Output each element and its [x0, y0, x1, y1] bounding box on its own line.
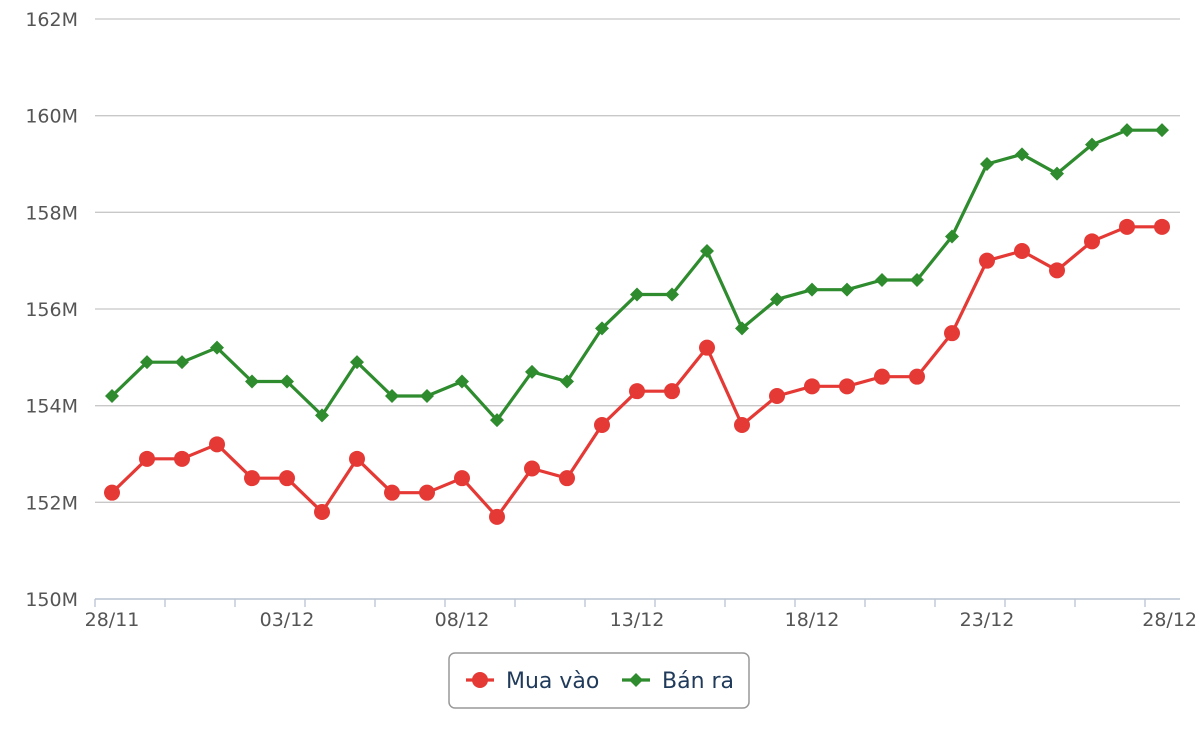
data-point: [839, 378, 855, 395]
data-point: [874, 368, 890, 385]
x-tick-label: 28/12: [1142, 609, 1197, 631]
data-point: [1014, 243, 1030, 259]
legend-label: Mua vào: [506, 669, 599, 694]
data-point: [769, 388, 785, 404]
data-point: [1120, 123, 1134, 138]
y-axis: 150M 152M 154M 156M 158M 160M 162M: [25, 9, 78, 611]
legend-marker: [629, 673, 643, 687]
x-tick-label: 23/12: [960, 609, 1015, 631]
data-point: [1155, 123, 1169, 138]
data-point: [1154, 218, 1170, 235]
y-tick-label: 152M: [25, 492, 78, 514]
series-line: [110, 128, 1162, 422]
data-point: [945, 229, 959, 244]
data-point: [770, 292, 784, 307]
data-point: [175, 355, 189, 370]
x-tick-label: 03/12: [260, 609, 315, 631]
y-tick-label: 150M: [25, 589, 78, 611]
data-point: [944, 325, 960, 342]
data-point: [385, 389, 399, 403]
y-tick-label: 162M: [25, 9, 78, 31]
y-tick-label: 160M: [25, 106, 78, 128]
data-point: [489, 508, 505, 525]
gridlines: [95, 18, 1180, 503]
data-point: [315, 408, 329, 423]
data-point: [104, 484, 120, 501]
series-1: [104, 218, 1170, 525]
data-point: [140, 355, 154, 370]
data-point: [1049, 262, 1065, 279]
data-point: [1015, 147, 1029, 162]
data-point: [734, 417, 750, 433]
data-point: [209, 436, 225, 453]
data-point: [384, 484, 400, 501]
data-point: [699, 339, 715, 356]
legend-box: [448, 652, 750, 709]
data-point: [454, 470, 470, 487]
legend-item: Bán ra: [622, 669, 734, 694]
data-point: [595, 321, 609, 336]
data-point: [490, 413, 504, 428]
data-point: [139, 450, 155, 467]
data-point: [700, 244, 714, 258]
data-point: [629, 383, 645, 400]
y-tick-label: 156M: [25, 299, 78, 321]
x-tick-label: 28/11: [85, 609, 140, 631]
data-point: [664, 383, 680, 400]
data-point: [279, 470, 295, 487]
x-tick-label: 18/12: [785, 609, 840, 631]
y-tick-label: 154M: [25, 396, 78, 418]
data-point: [1085, 137, 1099, 152]
data-point: [244, 470, 260, 487]
data-point: [210, 340, 224, 355]
data-point: [350, 355, 364, 370]
data-point: [594, 417, 610, 433]
data-point: [525, 364, 539, 379]
data-point: [420, 389, 434, 403]
legend-item: Mua vào: [466, 669, 599, 694]
x-axis: 28/11 03/12 08/12 13/12 18/12 23/12 28/12: [85, 598, 1197, 631]
data-point: [840, 282, 854, 297]
data-point: [524, 460, 540, 477]
data-point: [909, 368, 925, 385]
series-line: [110, 225, 1162, 519]
data-point: [910, 273, 924, 287]
data-point: [875, 273, 889, 287]
x-tick-label: 13/12: [610, 609, 665, 631]
data-point: [560, 374, 574, 389]
data-point: [559, 470, 575, 487]
data-point: [1084, 233, 1100, 250]
data-point: [979, 252, 995, 269]
y-tick-label: 158M: [25, 202, 78, 224]
series-lines: [104, 123, 1170, 525]
legend-label: Bán ra: [662, 669, 734, 694]
data-point: [1050, 166, 1064, 181]
data-point: [245, 374, 259, 389]
data-point: [314, 504, 330, 520]
data-point: [735, 321, 749, 336]
data-point: [455, 374, 469, 389]
data-point: [105, 389, 119, 403]
data-point: [980, 157, 994, 171]
legend-marker: [472, 672, 488, 688]
data-point: [1119, 218, 1135, 235]
data-point: [665, 287, 679, 302]
data-point: [174, 450, 190, 467]
data-point: [630, 287, 644, 302]
x-tick-label: 08/12: [435, 609, 490, 631]
series-2: [105, 123, 1169, 428]
data-point: [419, 484, 435, 501]
data-point: [804, 378, 820, 395]
data-point: [349, 450, 365, 467]
data-point: [280, 374, 294, 389]
legend: Mua vào Bán ra: [448, 652, 750, 709]
data-point: [805, 282, 819, 297]
